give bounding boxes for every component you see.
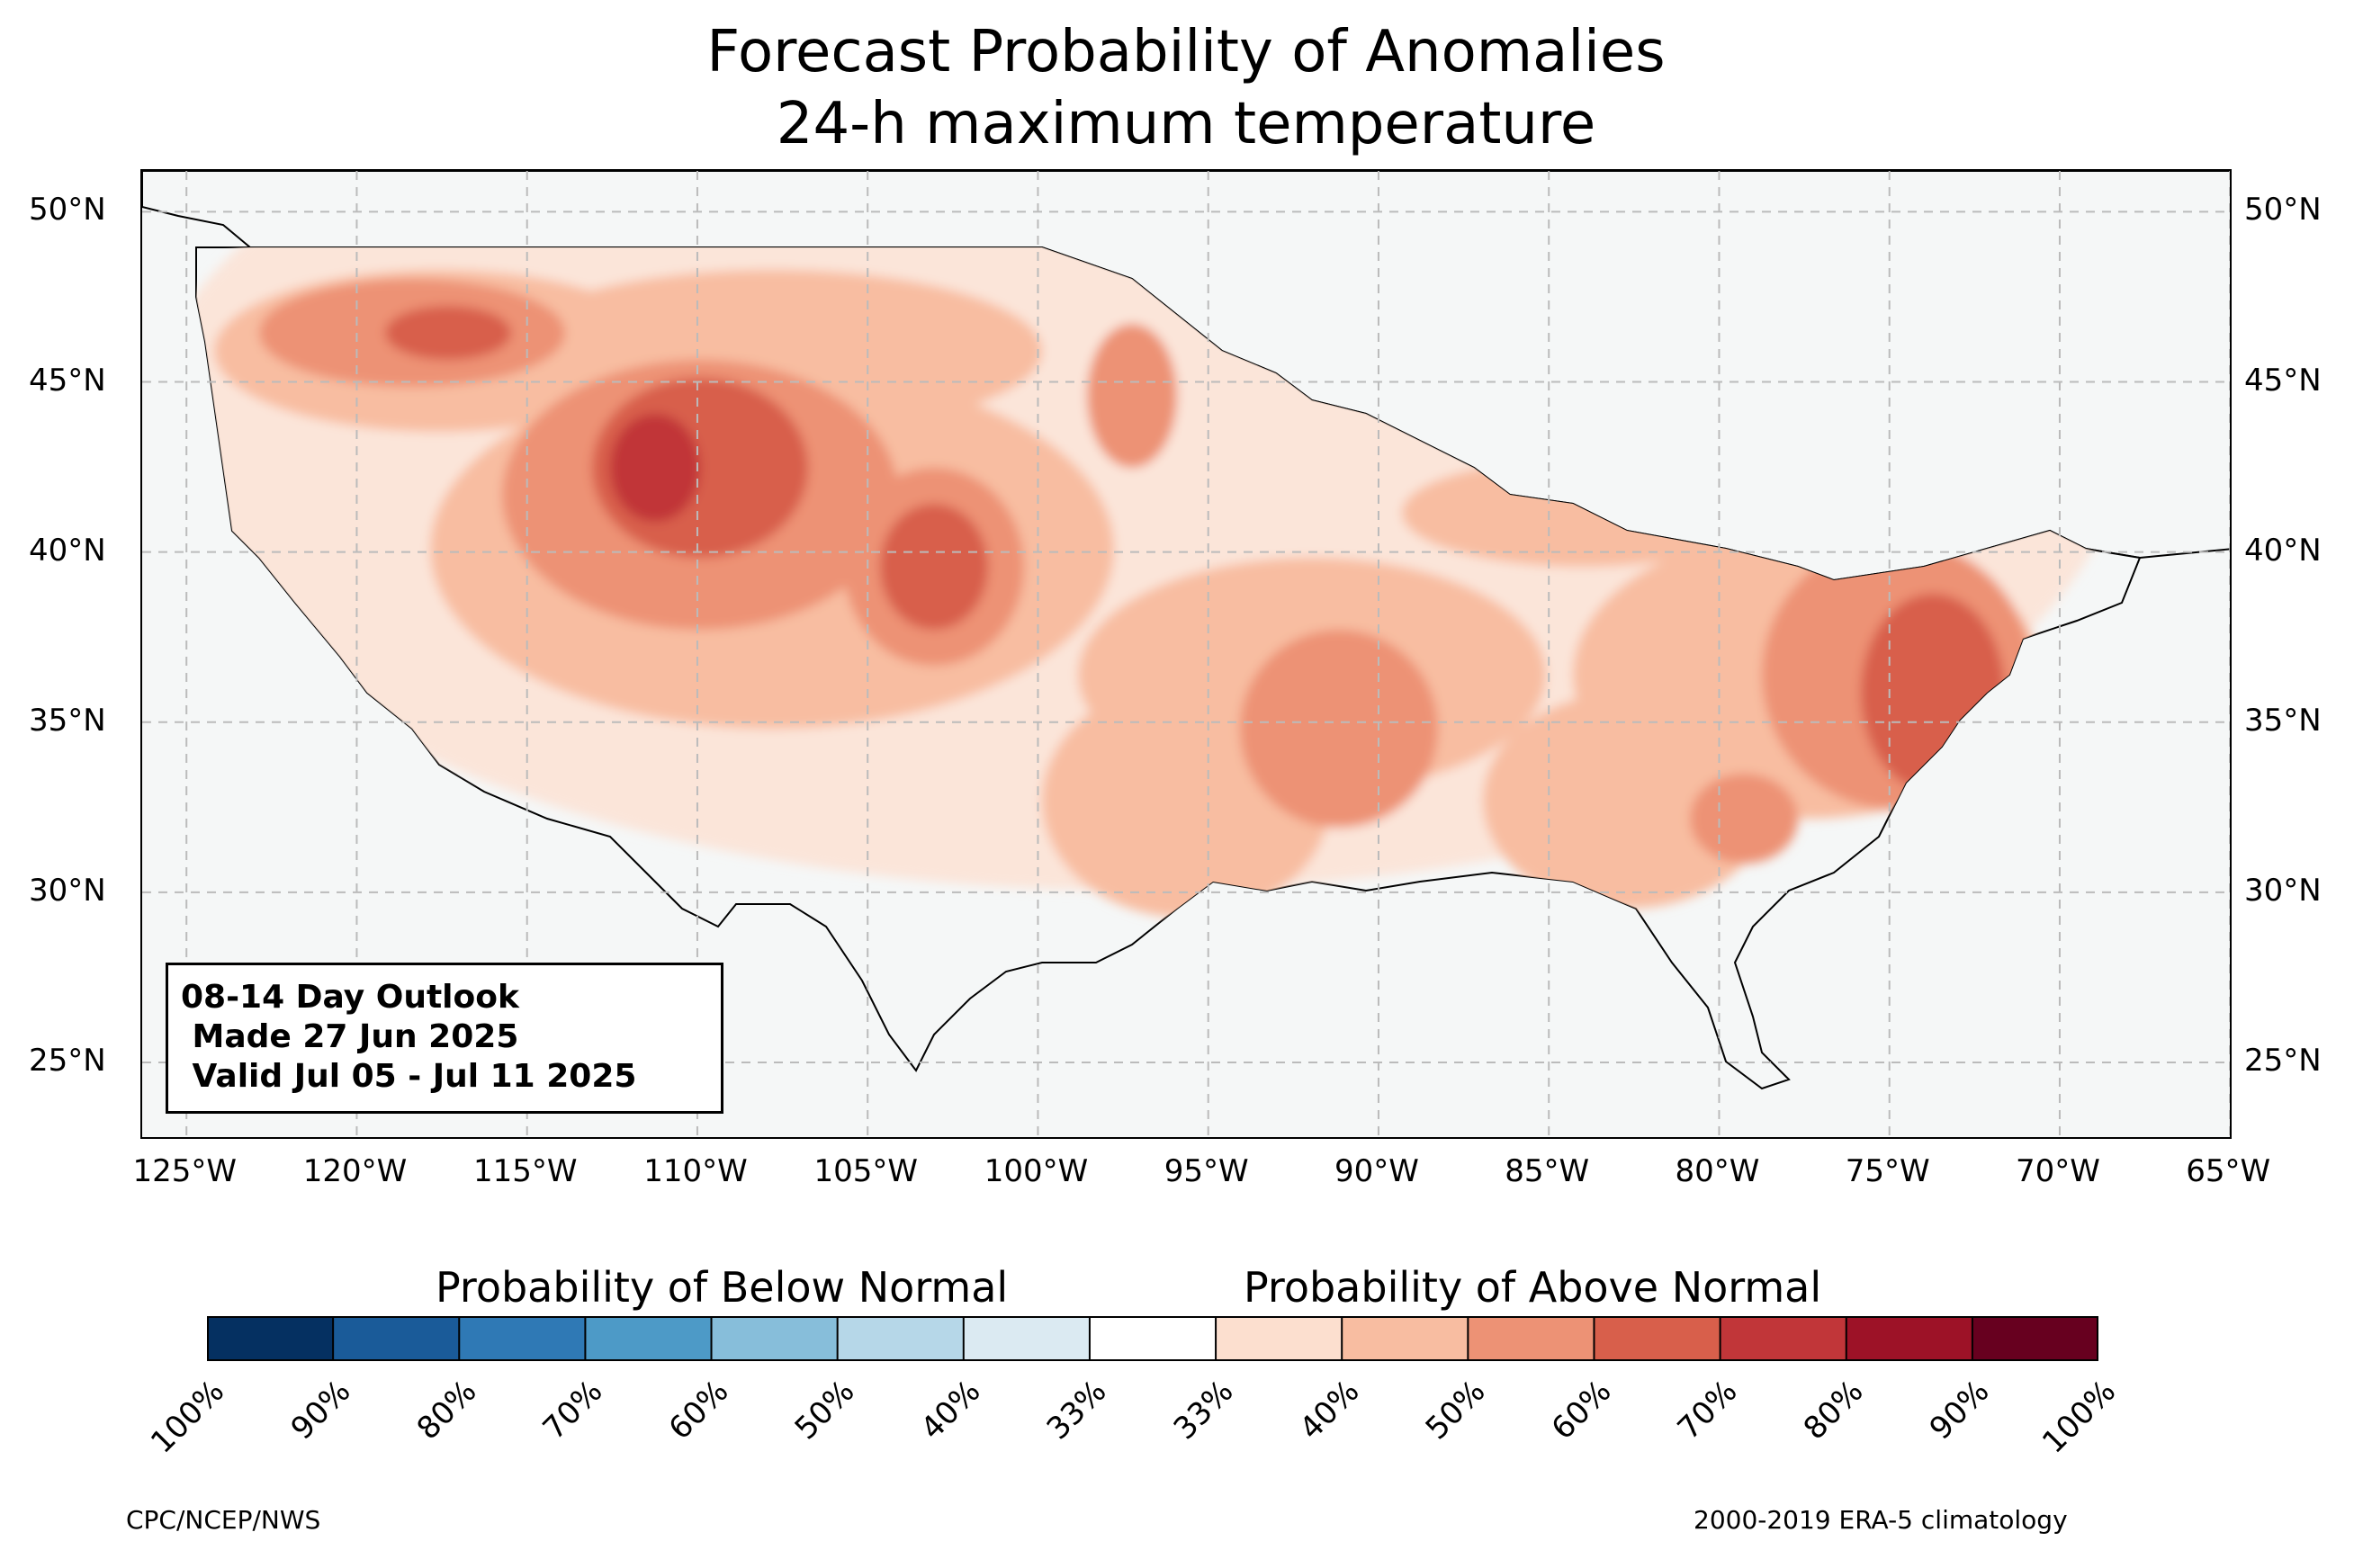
- colorbar-tick-label: 33%: [1040, 1373, 1114, 1447]
- gridlines: [142, 171, 2230, 1137]
- lon-label: 95°W: [1164, 1153, 1249, 1189]
- colorbar-tick-label: 90%: [283, 1373, 358, 1447]
- colorbar-segment: [837, 1317, 965, 1360]
- colorbar-segment: [1594, 1317, 1721, 1360]
- lon-label: 120°W: [302, 1153, 408, 1189]
- colorbar-segment: [1972, 1317, 2098, 1360]
- lat-label-left: 50°N: [29, 192, 106, 228]
- lat-label-right: 25°N: [2244, 1043, 2322, 1079]
- lon-label: 70°W: [2016, 1153, 2100, 1189]
- anomaly-shading: [196, 247, 2122, 918]
- colorbar-tick-label: 70%: [535, 1373, 610, 1447]
- lon-label: 105°W: [813, 1153, 918, 1189]
- colorbar-tick-label: 50%: [1418, 1373, 1493, 1447]
- colorbar-segment: [207, 1317, 334, 1360]
- colorbar-segment: [1089, 1317, 1217, 1360]
- colorbar-above-title: Probability of Above Normal: [1244, 1263, 1822, 1312]
- lat-label-left: 45°N: [29, 362, 106, 399]
- footer-climatology: 2000-2019 ERA-5 climatology: [1694, 1505, 2068, 1535]
- lat-label-right: 50°N: [2244, 192, 2322, 228]
- lat-label-left: 40°N: [29, 532, 106, 569]
- lon-label: 65°W: [2186, 1153, 2271, 1189]
- colorbar-tick-label: 80%: [409, 1373, 484, 1447]
- colorbar-segment: [585, 1317, 713, 1360]
- map-title: Forecast Probability of Anomalies: [706, 19, 1666, 85]
- colorbar-tick-label: 60%: [1544, 1373, 1619, 1447]
- lat-label-left: 25°N: [29, 1043, 106, 1079]
- colorbar-below-title: Probability of Below Normal: [436, 1263, 1009, 1312]
- outlook-box: 08-14 Day Outlook Made 27 Jun 2025 Valid…: [166, 963, 723, 1114]
- lon-label: 80°W: [1675, 1153, 1760, 1189]
- probability-map: [142, 171, 2230, 1137]
- colorbar-segment: [1720, 1317, 1847, 1360]
- lon-label: 75°W: [1845, 1153, 1930, 1189]
- lon-label: 125°W: [132, 1153, 237, 1189]
- lon-label: 115°W: [472, 1153, 578, 1189]
- lon-label: 100°W: [984, 1153, 1089, 1189]
- outlook-made-date: Made 27 Jun 2025: [181, 1018, 519, 1055]
- colorbar: [207, 1316, 2098, 1361]
- colorbar-segment: [711, 1317, 839, 1360]
- colorbar-tick-label: 60%: [661, 1373, 736, 1447]
- map-panel: [140, 169, 2232, 1139]
- colorbar-tick-label: 100%: [143, 1373, 231, 1461]
- lat-label-right: 40°N: [2244, 532, 2322, 569]
- map-subtitle: 24-h maximum temperature: [776, 91, 1596, 157]
- colorbar-tick-label: 70%: [1670, 1373, 1745, 1447]
- lat-label-left: 30°N: [29, 872, 106, 909]
- lat-label-right: 35°N: [2244, 702, 2322, 739]
- outlook-valid-dates: Valid Jul 05 - Jul 11 2025: [181, 1058, 637, 1095]
- colorbar-tick-label: 80%: [1796, 1373, 1871, 1447]
- colorbar-tick-label: 90%: [1923, 1373, 1997, 1447]
- lat-label-right: 45°N: [2244, 362, 2322, 399]
- colorbar-tick-label: 40%: [913, 1373, 988, 1447]
- colorbar-tick-label: 100%: [2035, 1373, 2123, 1461]
- colorbar-segment: [963, 1317, 1091, 1360]
- outlook-period: 08-14 Day Outlook: [181, 979, 519, 1016]
- colorbar-tick-label: 33%: [1166, 1373, 1240, 1447]
- colorbar-segment: [333, 1317, 460, 1360]
- lon-label: 85°W: [1505, 1153, 1590, 1189]
- lat-label-left: 35°N: [29, 702, 106, 739]
- colorbar-segment: [459, 1317, 586, 1360]
- colorbar-tick-label: 40%: [1292, 1373, 1367, 1447]
- footer-credit: CPC/NCEP/NWS: [126, 1505, 321, 1535]
- colorbar-segment: [1216, 1317, 1343, 1360]
- lat-label-right: 30°N: [2244, 872, 2322, 909]
- colorbar-segment: [1846, 1317, 1973, 1360]
- colorbar-segment: [1468, 1317, 1595, 1360]
- colorbar-tick-label: 50%: [787, 1373, 862, 1447]
- colorbar-segment: [1342, 1317, 1469, 1360]
- lon-label: 110°W: [643, 1153, 748, 1189]
- lon-label: 90°W: [1334, 1153, 1419, 1189]
